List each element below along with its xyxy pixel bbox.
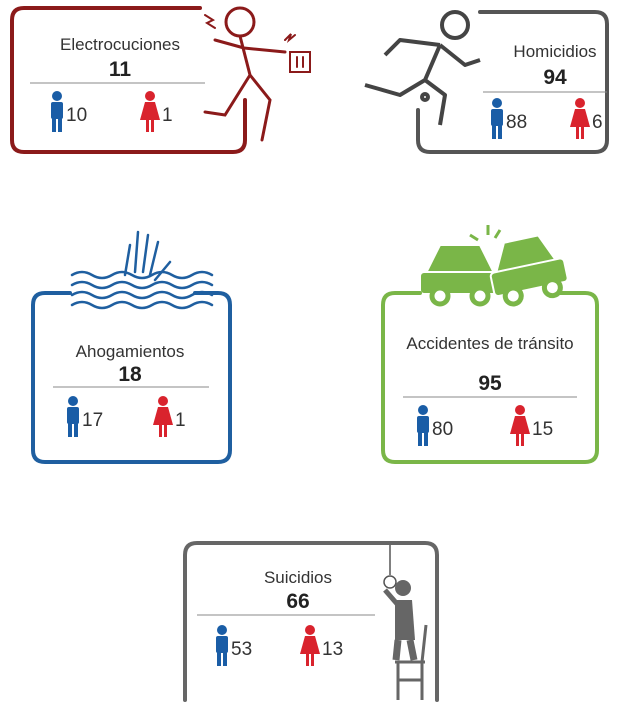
male-icon bbox=[67, 407, 79, 424]
male-icon bbox=[52, 91, 62, 101]
male-icon bbox=[58, 117, 62, 132]
card-frame bbox=[10, 6, 247, 154]
card-frame bbox=[183, 541, 439, 702]
drowning-icon bbox=[70, 230, 214, 310]
female-icon bbox=[153, 407, 173, 425]
female-icon bbox=[305, 625, 315, 635]
male-icon bbox=[417, 416, 429, 433]
female-icon bbox=[311, 653, 314, 666]
card-total: 66 bbox=[286, 590, 310, 613]
traffic-icon bbox=[419, 225, 569, 307]
card-total: 18 bbox=[118, 363, 142, 386]
male-icon bbox=[491, 109, 503, 126]
women-count: 15 bbox=[532, 419, 554, 440]
electrocution-icon bbox=[203, 6, 311, 142]
women-count: 6 bbox=[592, 112, 603, 133]
card-title: Homicidios bbox=[513, 42, 597, 61]
female-icon bbox=[300, 636, 320, 654]
card-frame bbox=[416, 10, 609, 154]
card-total: 95 bbox=[478, 372, 502, 395]
women-count: 13 bbox=[322, 639, 344, 660]
male-icon bbox=[492, 98, 502, 108]
card-total: 94 bbox=[543, 66, 567, 89]
female-icon bbox=[146, 119, 149, 132]
female-icon bbox=[576, 126, 579, 139]
homicide-icon bbox=[364, 10, 481, 126]
women-count: 1 bbox=[162, 105, 173, 126]
male-icon bbox=[492, 124, 496, 139]
female-icon bbox=[570, 109, 590, 127]
female-icon bbox=[515, 405, 525, 415]
female-icon bbox=[306, 653, 309, 666]
male-icon bbox=[223, 651, 227, 666]
male-icon bbox=[498, 124, 502, 139]
female-icon bbox=[581, 126, 584, 139]
men-count: 88 bbox=[506, 112, 528, 133]
card-total: 11 bbox=[108, 58, 132, 81]
male-icon bbox=[217, 625, 227, 635]
female-icon bbox=[164, 424, 167, 437]
female-icon bbox=[575, 98, 585, 108]
card-title: Suicidios bbox=[263, 568, 333, 587]
male-icon bbox=[68, 422, 72, 437]
card-frame bbox=[381, 291, 599, 464]
men-count: 53 bbox=[231, 639, 253, 660]
male-icon bbox=[51, 102, 63, 119]
female-icon bbox=[151, 119, 154, 132]
female-icon bbox=[140, 102, 160, 120]
men-count: 10 bbox=[66, 105, 88, 126]
women-count: 1 bbox=[175, 410, 186, 431]
male-icon bbox=[418, 405, 428, 415]
men-count: 17 bbox=[82, 410, 104, 431]
men-count: 80 bbox=[432, 419, 454, 440]
male-icon bbox=[74, 422, 78, 437]
male-icon bbox=[217, 651, 221, 666]
female-icon bbox=[145, 91, 155, 101]
female-icon bbox=[516, 433, 519, 446]
card-frame bbox=[31, 291, 232, 464]
male-icon bbox=[424, 431, 428, 446]
male-icon bbox=[216, 636, 228, 653]
female-icon bbox=[158, 396, 168, 406]
card-title: Electrocuciones bbox=[59, 35, 180, 54]
male-icon bbox=[418, 431, 422, 446]
female-icon bbox=[159, 424, 162, 437]
card-title: Ahogamientos bbox=[75, 342, 185, 361]
card-title: Accidentes de tránsito bbox=[406, 334, 574, 353]
suicide-icon bbox=[383, 545, 428, 700]
male-icon bbox=[68, 396, 78, 406]
female-icon bbox=[510, 416, 530, 434]
female-icon bbox=[521, 433, 524, 446]
male-icon bbox=[52, 117, 56, 132]
